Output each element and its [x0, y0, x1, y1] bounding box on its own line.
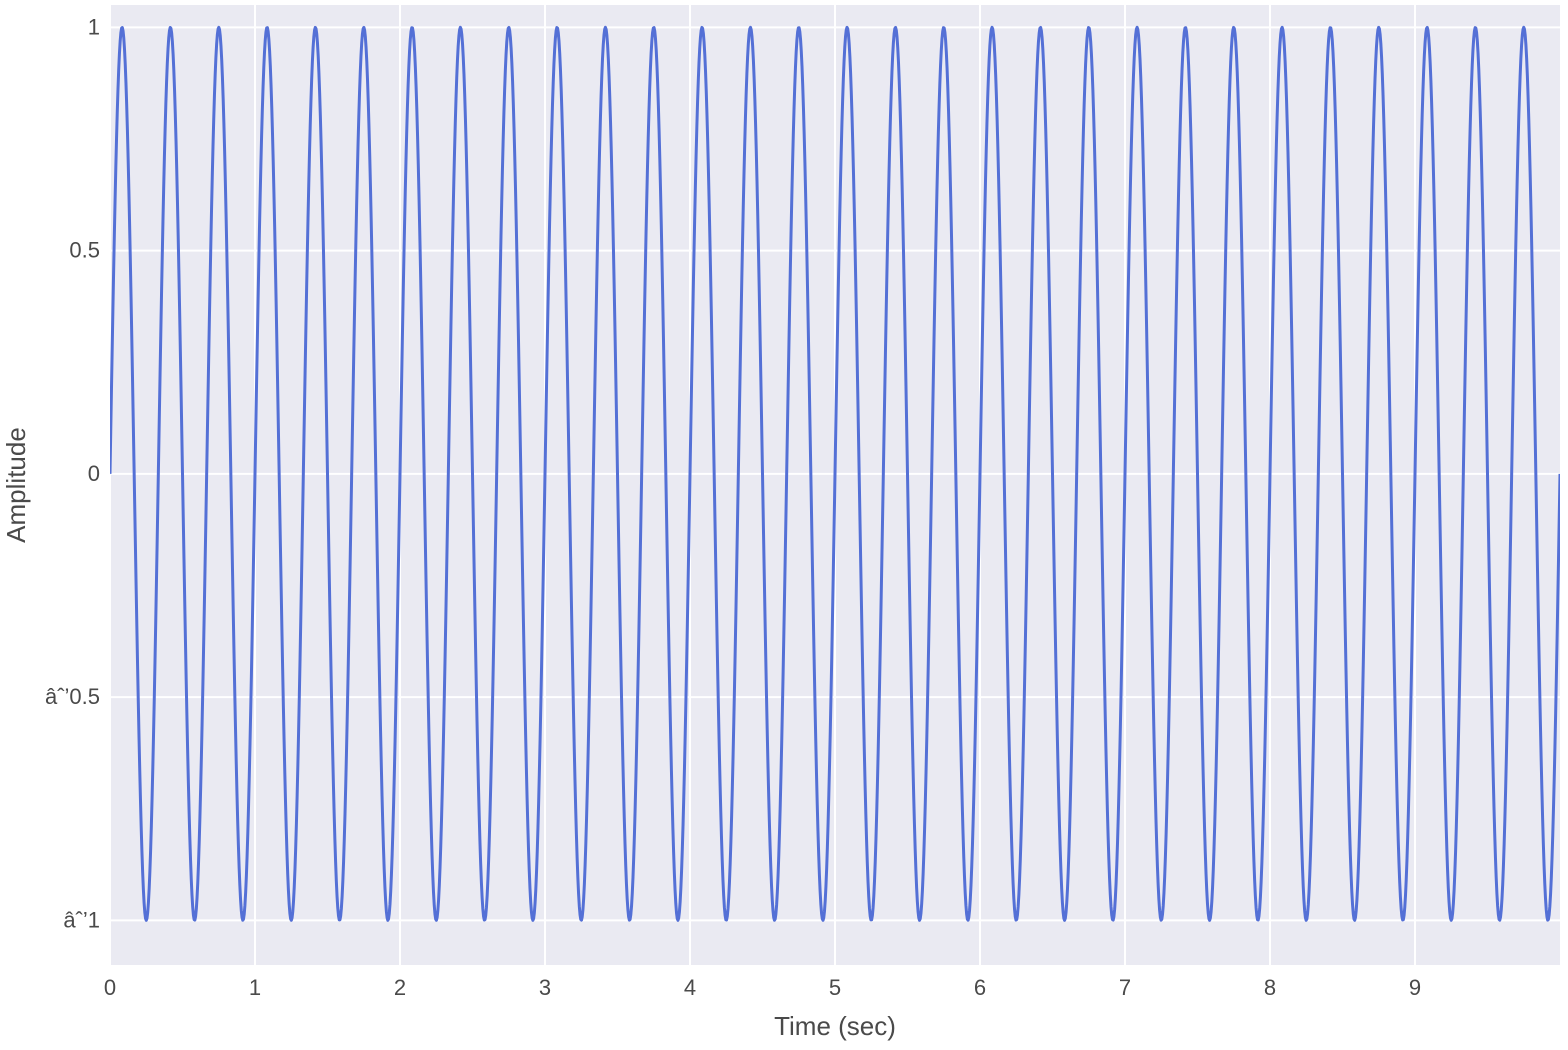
- y-tick-label: 1: [88, 14, 100, 39]
- x-tick-label: 3: [539, 975, 551, 1000]
- y-tick-label: âˆ’0.5: [45, 684, 100, 709]
- x-tick-label: 5: [829, 975, 841, 1000]
- y-tick-label: âˆ’1: [63, 907, 100, 932]
- x-tick-label: 6: [974, 975, 986, 1000]
- x-tick-label: 0: [104, 975, 116, 1000]
- x-tick-label: 9: [1409, 975, 1421, 1000]
- sine-wave-chart: 0 1 2 3 4 5 6 7 8 9 âˆ’1 âˆ’0.5 0 0.5 1 Time (sec) Ampli…: [0, 0, 1568, 1050]
- chart-svg: 0 1 2 3 4 5 6 7 8 9 âˆ’1 âˆ’0.5 0 0.5 1 Time (sec) Ampli…: [0, 0, 1568, 1050]
- y-tick-label: 0.5: [69, 238, 100, 263]
- x-axis-label: Time (sec): [774, 1011, 896, 1041]
- x-tick-label: 4: [684, 975, 696, 1000]
- x-tick-label: 7: [1119, 975, 1131, 1000]
- y-tick-label: 0: [88, 461, 100, 486]
- y-axis-label: Amplitude: [1, 427, 31, 543]
- x-tick-label: 2: [394, 975, 406, 1000]
- x-tick-label: 8: [1264, 975, 1276, 1000]
- x-tick-label: 1: [249, 975, 261, 1000]
